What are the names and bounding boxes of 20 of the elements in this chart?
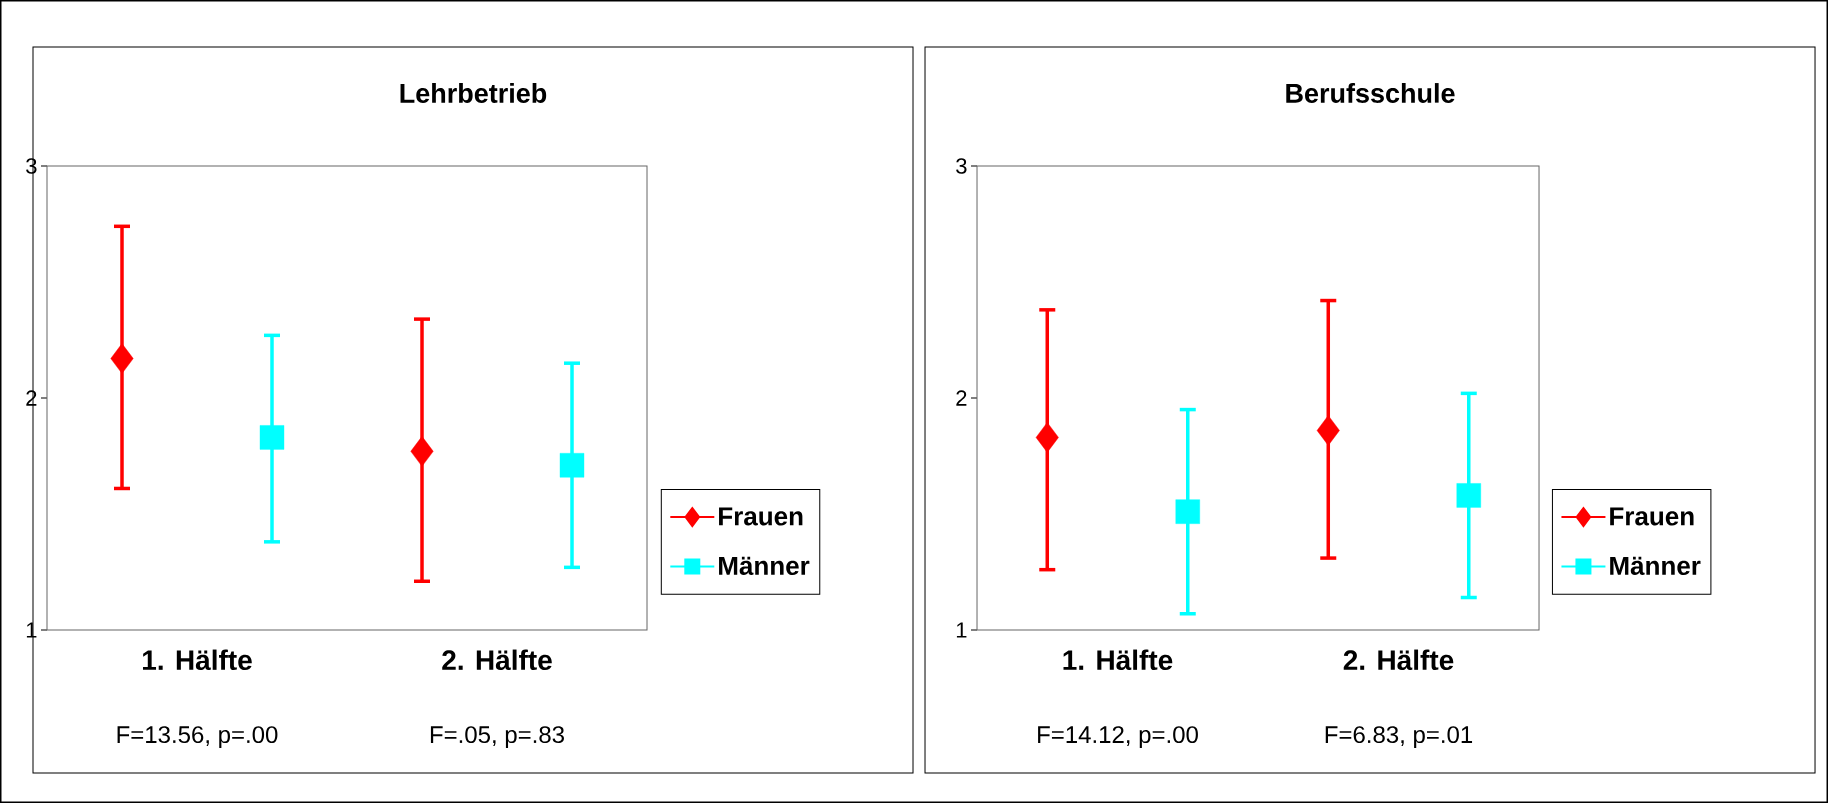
y-tick-label: 2 xyxy=(956,390,967,406)
text: F=14.12, p=.00 xyxy=(1038,726,1198,748)
chart-title: Berufsschule xyxy=(1286,83,1455,103)
x-tick-label: 1. Hälfte xyxy=(143,649,252,671)
x-tick-label: 2. Hälfte xyxy=(1343,649,1454,671)
y-tick-label: 3 xyxy=(26,158,37,174)
legend-label: Männer xyxy=(1610,556,1701,576)
y-tick-label: 3 xyxy=(956,158,967,174)
legend-label: Frauen xyxy=(719,507,803,526)
text: F=6.83, p=.01 xyxy=(1325,726,1473,748)
chart-title: Lehrbetrieb xyxy=(400,83,547,103)
legend-label: Männer xyxy=(719,556,810,576)
x-tick-label: 2. Hälfte xyxy=(442,649,552,671)
y-tick-label: 1 xyxy=(26,622,37,638)
text: F=13.56, p=.00 xyxy=(117,726,278,748)
text: F=.05, p=.83 xyxy=(430,726,564,748)
legend-label: Frauen xyxy=(1610,507,1694,526)
x-tick-label: 1. Hälfte xyxy=(1063,649,1173,671)
y-tick-label: 1 xyxy=(956,622,967,638)
y-tick-label: 2 xyxy=(26,390,37,406)
